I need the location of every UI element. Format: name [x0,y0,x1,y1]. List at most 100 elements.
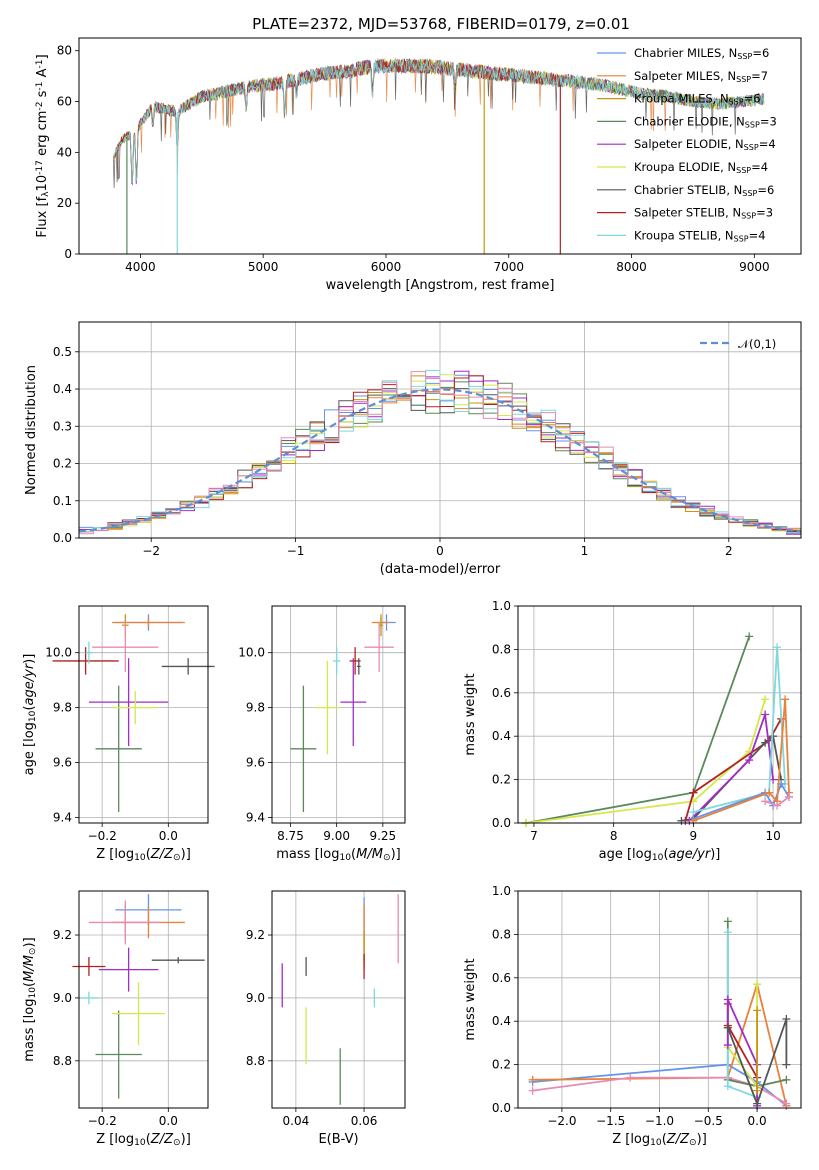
weight-marker [689,788,698,797]
y-tick-label: 0.4 [492,1014,511,1028]
label-part: ( [351,847,356,862]
x-tick-label: 9 [690,829,698,843]
axes-frame [271,605,406,824]
label-part: 10 [35,175,50,192]
label-part: SSP [736,166,751,175]
label-part: SSP [734,234,749,243]
spectrum-line [113,58,765,184]
y-tick-label: 9.4 [246,811,265,825]
label-part: age/yr [669,847,712,862]
weight_vs_age-axes [518,605,801,824]
label-part: E(B-V) [318,1132,358,1147]
weight_vs_Z-data [528,917,791,1110]
x-axis-label: age [log10(age/yr)] [599,847,721,863]
spectrum-line [113,58,765,189]
y-tick-label: 0.4 [53,382,72,396]
label-part: 𝒩(0,1) [738,337,776,351]
weight-line [726,1018,788,1107]
x-tick-label: 0.0 [159,1114,178,1128]
gaussian-curve [78,388,802,533]
y-tick-label: 9.0 [53,991,72,1005]
axes-frame [517,605,802,824]
label-part: age/yr [22,662,37,705]
label-part: ⊙ [173,853,181,863]
mass_vs_Z-axes [79,891,208,1108]
legend-entry: Chabrier MILES, NSSP=6 [634,46,769,61]
label-part: Z/Z [150,1132,174,1147]
label-part: M/M [356,847,383,862]
y-tick-label: 10.0 [238,646,265,660]
y-tick-label: 1.0 [492,884,511,898]
weight-marker [785,792,794,801]
legend-entry: Chabrier STELIB, NSSP=6 [634,183,774,198]
y-tick-label: 0.6 [492,686,511,700]
label-part: 10 [28,987,38,999]
weight-marker [528,1075,537,1084]
label-part: Z [log [96,847,134,862]
weight-marker [773,643,782,652]
weight-marker [723,1082,732,1091]
y-tick-label: 0.8 [492,927,511,941]
x-tick-label: 9.00 [323,829,350,843]
weight-marker [723,1041,732,1050]
figure-title: PLATE=2372, MJD=53768, FIBERID=0179, z=0… [252,15,630,33]
x-tick-label: −0.2 [88,829,117,843]
y-tick-label: 0.2 [492,773,511,787]
label-part: )] [181,847,191,862]
label-part: )] [181,1132,191,1147]
legend-entry: 𝒩(0,1) [738,337,776,351]
weight-marker [782,1075,791,1084]
y-tick-label: 9.4 [53,811,72,825]
x-tick-label: 0.0 [159,829,178,843]
label-part: =4 [749,228,766,242]
label-part: (data-model)/error [380,562,501,577]
y-tick-label: 0.2 [492,1058,511,1072]
label-part: =4 [759,137,776,151]
age_vs_mass-axes [272,606,405,823]
label-part: Salpeter STELIB, N [634,206,741,220]
label-part: Kroupa STELIB, N [634,228,734,242]
weight-line [684,718,782,822]
label-part: mass weight [463,958,478,1040]
histogram-series [78,369,801,538]
y-tick-label: 80 [57,44,72,58]
x-tick-label: 9000 [739,260,770,274]
label-part: Salpeter MILES, N [634,69,736,83]
label-part: Z/Z [666,1132,690,1147]
weight-marker [773,801,782,810]
label-part: -1 [35,82,45,91]
label-part: Kroupa ELODIE, N [634,160,736,174]
label-part: mass weight [463,673,478,755]
x-tick-label: 1 [581,544,589,558]
y-tick-label: 0.3 [53,419,72,433]
label-part: =3 [756,206,773,220]
age_vs_Z-axes [79,606,208,823]
x-tick-label: 7 [530,829,538,843]
age_vs_Z-frame: −0.2 0.09.49.69.810.0Z [log10(Z/Z⊙)]age [… [22,605,209,863]
x-tick-label: 8.75 [277,829,304,843]
weight-marker [723,917,732,926]
weight-marker [753,1086,762,1095]
label-part: =4 [751,160,768,174]
label-part: Chabrier MILES, N [634,46,737,60]
y-tick-label: 0 [64,247,72,261]
label-part: SSP [737,52,752,61]
x-tick-label: 8 [610,829,618,843]
label-part: ( [663,847,668,862]
weight-line [532,1063,787,1107]
label-part: 10 [134,1138,146,1148]
weight_vs_Z-axes [518,890,801,1109]
y-tick-label: 9.8 [246,701,265,715]
label-part: Chabrier ELODIE, N [634,114,745,128]
label-part: M/M [22,955,37,982]
y-tick-label: 0.0 [492,816,511,830]
label-part: Z [log [612,1132,650,1147]
weight-line [525,699,766,824]
x-tick-label: −1.5 [596,1114,625,1128]
label-part: A [35,68,50,81]
y-tick-label: 9.6 [246,756,265,770]
x-axis-label: mass [log10(M/M⊙)] [276,847,400,863]
legend-entry: Kroupa ELODIE, NSSP=4 [634,160,768,175]
